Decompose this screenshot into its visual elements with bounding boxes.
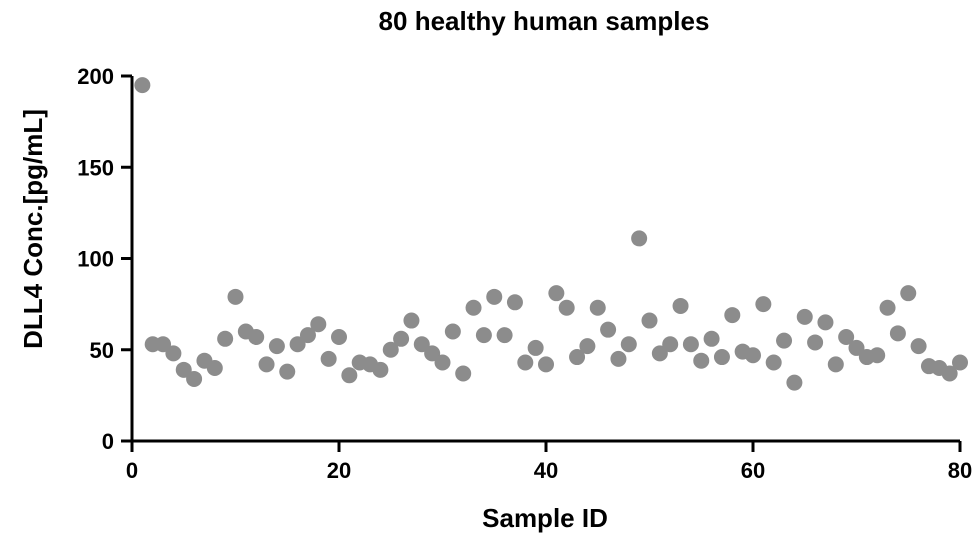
data-point xyxy=(465,299,482,316)
data-point xyxy=(776,332,793,349)
data-point xyxy=(175,361,192,378)
data-point xyxy=(134,77,151,94)
data-point xyxy=(641,312,658,329)
x-axis: 0 20 40 60 80 xyxy=(126,439,972,483)
data-point xyxy=(258,356,275,373)
data-point xyxy=(610,350,627,367)
data-point xyxy=(382,341,399,358)
y-tick-label: 200 xyxy=(77,64,114,89)
data-point xyxy=(620,336,637,353)
data-point xyxy=(651,345,668,362)
data-point xyxy=(393,330,410,347)
data-point xyxy=(496,327,513,344)
data-point xyxy=(879,299,896,316)
data-point xyxy=(579,338,596,355)
data-point xyxy=(217,330,234,347)
data-point xyxy=(569,349,586,366)
data-point xyxy=(165,345,182,362)
data-point xyxy=(206,360,223,376)
data-point xyxy=(889,325,906,342)
data-point xyxy=(517,354,534,371)
data-point xyxy=(475,327,492,344)
data-point xyxy=(424,345,441,362)
data-point xyxy=(341,367,358,384)
data-point xyxy=(848,339,865,356)
data-point xyxy=(910,338,927,355)
data-point xyxy=(672,297,689,314)
data-point xyxy=(838,328,855,345)
data-point xyxy=(589,299,606,316)
y-axis-label: DLL4 Conc.[pg/mL] xyxy=(18,109,48,349)
data-point xyxy=(827,356,844,373)
data-point xyxy=(941,365,958,382)
data-point xyxy=(248,328,265,345)
data-point xyxy=(693,352,710,369)
data-point xyxy=(548,285,565,302)
data-point xyxy=(320,350,337,367)
y-tick-label: 100 xyxy=(77,247,114,272)
chart-title: 80 healthy human samples xyxy=(379,6,710,36)
data-point xyxy=(455,365,472,382)
data-point xyxy=(807,334,824,351)
data-point xyxy=(299,327,316,344)
data-point xyxy=(538,356,554,373)
y-tick-label: 0 xyxy=(102,429,114,454)
x-tick-label: 80 xyxy=(948,458,972,483)
data-point xyxy=(310,316,327,333)
data-point xyxy=(227,288,244,305)
data-point xyxy=(155,336,172,353)
x-tick-label: 40 xyxy=(534,458,558,483)
data-point xyxy=(486,288,503,305)
data-point xyxy=(413,336,430,353)
data-points xyxy=(134,77,968,391)
y-tick-label: 150 xyxy=(77,155,114,180)
x-tick-label: 0 xyxy=(126,458,138,483)
x-axis-label: Sample ID xyxy=(482,503,608,533)
data-point xyxy=(682,336,699,353)
y-axis: 0 50 100 150 200 xyxy=(77,64,134,454)
x-tick-label: 60 xyxy=(741,458,765,483)
data-point xyxy=(268,338,285,355)
data-point xyxy=(558,299,575,316)
data-point xyxy=(713,349,730,366)
data-point xyxy=(755,296,772,313)
data-point xyxy=(506,294,523,311)
data-point xyxy=(631,230,648,247)
data-point xyxy=(600,321,617,338)
x-tick-label: 20 xyxy=(327,458,351,483)
data-point xyxy=(372,361,389,378)
data-point xyxy=(952,354,968,371)
data-point xyxy=(817,314,834,331)
data-point xyxy=(434,354,451,371)
data-point xyxy=(527,339,544,356)
data-point xyxy=(403,312,420,329)
data-point xyxy=(703,330,720,347)
data-point xyxy=(745,347,761,364)
data-point xyxy=(279,363,296,380)
data-point xyxy=(724,307,741,324)
data-point xyxy=(869,347,886,364)
data-point xyxy=(796,308,813,325)
data-point xyxy=(662,336,679,353)
data-point xyxy=(331,328,347,345)
data-point xyxy=(786,374,803,391)
data-point xyxy=(289,336,306,353)
data-point xyxy=(444,323,461,340)
data-point xyxy=(900,285,917,302)
data-point xyxy=(765,354,782,371)
data-point xyxy=(186,370,203,387)
y-tick-label: 50 xyxy=(90,338,114,363)
